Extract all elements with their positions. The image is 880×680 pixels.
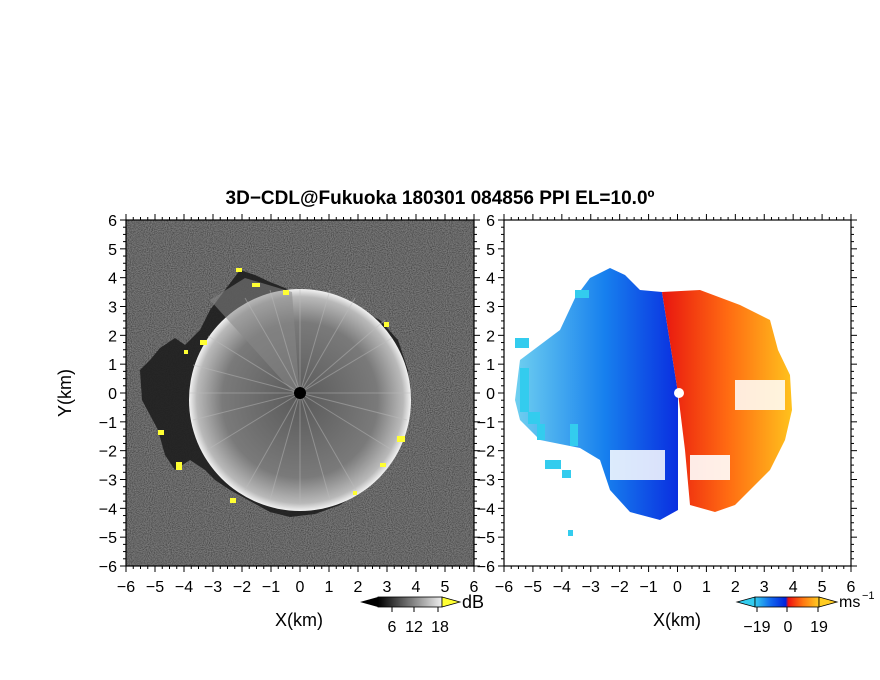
x-tick-label: 1 (325, 579, 334, 596)
snr-ticks (120, 214, 480, 572)
x-tick-label: −4 (553, 579, 571, 596)
velocity-image (515, 268, 792, 536)
x-tick-label: 2 (354, 579, 363, 596)
y-tick-label: 3 (486, 300, 495, 317)
x-tick-label: 5 (441, 579, 450, 596)
x-tick-label: −2 (611, 579, 629, 596)
radar-center (294, 387, 306, 399)
high-snr-speckles (158, 268, 405, 503)
y-tick-label: 1 (486, 357, 495, 374)
x-tick-label: 3 (760, 579, 769, 596)
y-tick-label: −5 (477, 530, 495, 547)
snr-cb-tick-18: 18 (431, 619, 449, 636)
velocity-panel: −6 6 −5 5 −4 4 −3 3 −2 2 −1 1 0 0 1 −1 2 −2 3 −3 4 −4 5 −5 6 −6 X… (477, 213, 875, 636)
x-tick-label: 3 (383, 579, 392, 596)
y-tick-label: 5 (108, 242, 117, 259)
scattered-returns (515, 290, 589, 536)
x-tick-label: 5 (818, 579, 827, 596)
radial-streaks (190, 289, 411, 505)
y-tick-label: −6 (477, 559, 495, 576)
x-tick-label: −3 (204, 579, 222, 596)
x-tick-label: 4 (412, 579, 421, 596)
y-tick-label: −4 (477, 501, 495, 518)
vel-cb-tick-neg19: −19 (743, 619, 770, 636)
y-tick-label: 1 (108, 357, 117, 374)
velocity-tick-labels: −6 6 −5 5 −4 4 −3 3 −2 2 −1 1 0 0 1 −1 2 −2 3 −3 4 −4 5 −5 6 −6 (477, 213, 856, 596)
vel-cb-unit-exponent: −1 (862, 590, 875, 602)
x-tick-label: −6 (495, 579, 513, 596)
snr-cb-tick-6: 6 (388, 619, 397, 636)
x-tick-label: 1 (702, 579, 711, 596)
y-tick-label: 2 (108, 328, 117, 345)
echo-gaps (610, 380, 785, 480)
x-tick-label: −6 (117, 579, 135, 596)
snr-image (126, 220, 474, 566)
x-tick-label: −5 (524, 579, 542, 596)
y-tick-label: −2 (99, 444, 117, 461)
y-tick-label: 4 (108, 271, 117, 288)
x-tick-label: −3 (582, 579, 600, 596)
y-tick-label: 0 (486, 386, 495, 403)
x-tick-label: −2 (233, 579, 251, 596)
figure-title: 3D−CDL@Fukuoka 180301 084856 PPI EL=10.0… (225, 188, 655, 209)
x-tick-label: 2 (731, 579, 740, 596)
y-tick-label: −3 (477, 473, 495, 490)
y-tick-label: −1 (477, 415, 495, 432)
x-tick-label: 0 (296, 579, 305, 596)
x-axis-label-right: X(km) (653, 610, 701, 630)
x-tick-label: −1 (639, 579, 657, 596)
y-tick-label: −5 (99, 530, 117, 547)
y-tick-label: −4 (99, 501, 117, 518)
y-tick-label: −3 (99, 473, 117, 490)
y-tick-label: −6 (99, 559, 117, 576)
y-tick-label: 0 (108, 386, 117, 403)
y-tick-label: 6 (108, 213, 117, 230)
radar-center-velocity (674, 388, 684, 398)
x-tick-label: 4 (789, 579, 798, 596)
velocity-ticks (498, 214, 857, 572)
y-tick-label: 2 (486, 328, 495, 345)
x-axis-label-left: X(km) (275, 610, 323, 630)
snr-cb-tick-12: 12 (405, 619, 423, 636)
y-tick-label: 4 (486, 271, 495, 288)
x-tick-label: −5 (146, 579, 164, 596)
snr-tick-labels: −6 6 −5 5 −4 4 −3 3 −2 2 −1 1 0 0 1 −1 2 −2 3 −3 4 −4 5 −5 6 −6 (99, 213, 479, 596)
y-tick-label: 5 (486, 242, 495, 259)
x-tick-label: 6 (847, 579, 856, 596)
snr-panel: −6 6 −5 5 −4 4 −3 3 −2 2 −1 1 0 0 1 −1 2 −2 3 −3 4 −4 5 −5 6 −6 Y… (55, 213, 484, 636)
y-tick-label: −2 (477, 444, 495, 461)
vel-cb-unit: ms (839, 594, 860, 611)
vel-cb-tick-19: 19 (810, 619, 828, 636)
y-axis-label: Y(km) (55, 369, 75, 417)
y-tick-label: 3 (108, 300, 117, 317)
x-tick-label: −4 (175, 579, 193, 596)
x-tick-label: −1 (262, 579, 280, 596)
snr-colorbar: 6 12 18 dB (360, 592, 484, 636)
y-tick-label: 6 (486, 213, 495, 230)
x-tick-label: 0 (673, 579, 682, 596)
snr-cb-unit: dB (462, 592, 484, 612)
velocity-colorbar: −19 0 19 ms −1 (735, 590, 875, 636)
vel-cb-tick-0: 0 (784, 619, 793, 636)
y-tick-label: −1 (99, 415, 117, 432)
x-tick-label: 6 (470, 579, 479, 596)
